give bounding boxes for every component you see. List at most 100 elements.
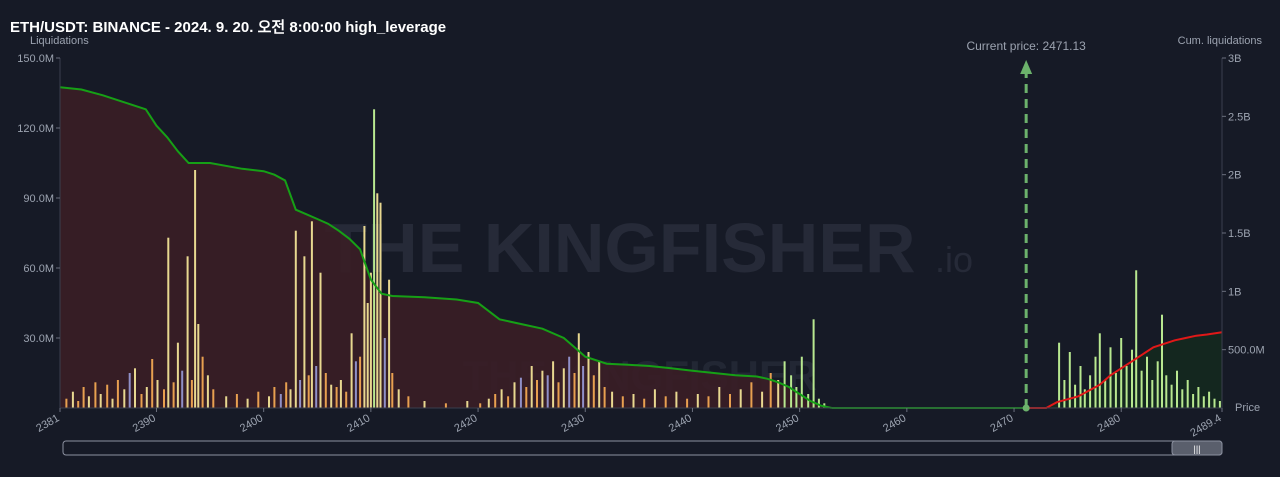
- liquidation-bar: [1186, 380, 1189, 408]
- liquidation-bar: [1151, 380, 1154, 408]
- liquidation-bar: [1192, 394, 1195, 408]
- liquidation-bar: [1208, 391, 1211, 408]
- y-right-tick-label: 2B: [1228, 170, 1241, 182]
- chart-title: ETH/USDT: BINANCE - 2024. 9. 20. 오전 8:00…: [10, 19, 447, 36]
- liquidation-bar: [632, 394, 635, 408]
- liquidation-bar: [186, 256, 189, 408]
- liquidation-bar: [643, 398, 646, 408]
- range-scrollbar[interactable]: |||: [62, 440, 1223, 456]
- liquidation-bar: [1146, 356, 1148, 408]
- liquidation-bar: [379, 202, 382, 408]
- liquidation-bar: [197, 324, 200, 408]
- liquidation-bar: [407, 396, 410, 408]
- liquidation-bar: [466, 401, 469, 408]
- liquidation-bar: [494, 394, 497, 408]
- liquidation-bar: [653, 389, 656, 408]
- liquidation-bar: [345, 391, 348, 408]
- current-price-label: Current price: 2471.13: [966, 39, 1086, 53]
- liquidation-bar: [383, 338, 386, 408]
- liquidation-bar: [246, 398, 249, 408]
- liquidation-bar: [686, 398, 689, 408]
- liquidation-bar: [1202, 396, 1205, 408]
- liquidation-bar: [611, 391, 614, 408]
- liquidation-bar: [299, 380, 302, 408]
- liquidation-bar: [376, 193, 379, 408]
- liquidation-bar: [388, 279, 391, 408]
- liquidation-bar: [1170, 384, 1173, 408]
- liquidation-bar: [577, 333, 580, 408]
- liquidation-bar: [363, 226, 366, 408]
- liquidation-bar: [111, 398, 114, 408]
- liquidation-bar: [807, 394, 810, 408]
- liquidation-bar: [1089, 375, 1092, 408]
- liquidation-bar: [562, 368, 565, 408]
- liquidation-bar: [718, 387, 721, 408]
- liquidation-bar: [350, 333, 353, 408]
- liquidation-bar: [339, 380, 342, 408]
- watermark-large-suffix: .io: [935, 239, 973, 280]
- x-tick-label: 2400: [238, 412, 265, 435]
- liquidation-bar: [513, 382, 516, 408]
- liquidation-bar: [1114, 373, 1117, 408]
- watermark-large: THE KINGFISHER: [324, 209, 915, 287]
- liquidation-bar: [273, 387, 276, 408]
- liquidation-bar: [592, 375, 595, 408]
- liquidation-bar: [707, 396, 710, 408]
- liquidation-bar: [1104, 380, 1107, 408]
- liquidation-bar: [1218, 401, 1221, 408]
- liquidation-bar: [423, 401, 426, 408]
- liquidation-bar: [790, 375, 793, 408]
- liquidation-bar: [1083, 389, 1086, 408]
- liquidation-bar: [696, 394, 699, 408]
- liquidation-bar: [257, 391, 260, 408]
- y-right-tick-label: 2.5B: [1228, 111, 1251, 123]
- liquidation-bar: [289, 389, 292, 408]
- y-left-tick-label: 30.0M: [23, 333, 54, 345]
- liquidation-bar: [1140, 370, 1143, 408]
- scrollbar-track[interactable]: [62, 440, 1223, 456]
- y-right-tick-label: 1B: [1228, 286, 1241, 298]
- liquidation-bar: [235, 394, 238, 408]
- scrollbar-handle[interactable]: [1171, 440, 1223, 456]
- liquidation-bar: [587, 352, 590, 408]
- liquidation-bar: [1109, 347, 1112, 408]
- y-left-tick-label: 120.0M: [17, 123, 54, 135]
- liquidation-bar: [1079, 366, 1082, 408]
- short-cumulative-area: [1026, 332, 1222, 408]
- liquidation-bar: [603, 387, 606, 408]
- liquidation-bar: [77, 401, 80, 408]
- liquidation-bar: [1063, 380, 1066, 408]
- liquidation-bar: [151, 359, 154, 408]
- liquidation-bar: [225, 396, 228, 408]
- liquidation-bar: [128, 373, 131, 408]
- y-left-tick-label: 90.0M: [23, 193, 54, 205]
- liquidation-bar: [573, 373, 576, 408]
- liquidation-bar: [354, 361, 357, 408]
- liquidation-bar: [1068, 352, 1071, 408]
- x-tick-label: 2489.4: [1188, 412, 1223, 439]
- liquidation-bars: [65, 109, 1221, 409]
- current-price-marker: Current price: 2471.13: [966, 39, 1086, 412]
- liquidation-bar: [750, 382, 753, 408]
- y-right-tick-label: 1.5B: [1228, 228, 1251, 240]
- liquidation-bar: [156, 380, 159, 408]
- liquidation-bar: [598, 361, 601, 408]
- liquidation-bar: [369, 272, 372, 408]
- liquidation-bar: [294, 230, 297, 408]
- liquidation-bar: [176, 342, 179, 408]
- liquidation-bar: [769, 373, 772, 408]
- liquidation-bar: [140, 394, 143, 408]
- long-cumulative-area: [60, 87, 832, 409]
- liquidation-bar: [1197, 387, 1200, 408]
- current-price-arrow-icon: [1020, 60, 1033, 74]
- liquidation-bar: [1161, 314, 1163, 408]
- liquidation-bar: [307, 375, 310, 408]
- liquidation-bar: [536, 380, 538, 408]
- liquidation-bar: [1176, 370, 1178, 408]
- x-tick-label: 2381: [34, 412, 61, 435]
- y-left-tick-label: 60.0M: [23, 263, 54, 275]
- liquidation-bar: [397, 389, 400, 408]
- y-left-axis-label: Liquidations: [30, 35, 89, 47]
- liquidation-bar: [557, 382, 560, 408]
- x-tick-label: 2460: [881, 412, 908, 435]
